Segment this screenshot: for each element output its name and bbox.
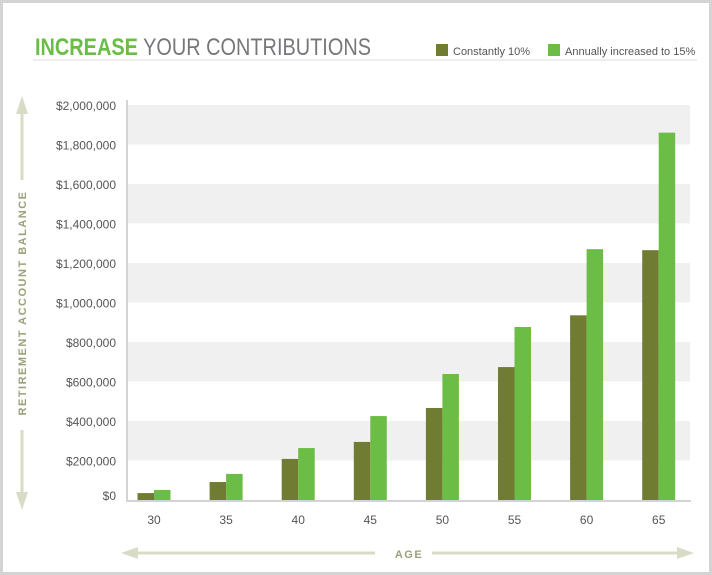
- grid-band: [128, 421, 690, 461]
- y-tick-label: $0: [103, 489, 117, 503]
- y-tick-label: $800,000: [66, 336, 116, 350]
- title-rest: YOUR CONTRIBUTIONS: [138, 34, 371, 61]
- bar-constantly-10-65: [642, 250, 659, 500]
- bar-constantly-10-35: [209, 482, 227, 500]
- y-axis-label: RETIREMENT ACCOUNT BALANCE: [17, 191, 29, 416]
- bar-constantly-10-55: [498, 367, 515, 500]
- bars: [137, 132, 676, 500]
- bar-constantly-10-30: [137, 493, 154, 500]
- legend-label: Constantly 10%: [453, 46, 530, 58]
- y-tick-label: $2,000,000: [56, 99, 116, 113]
- legend-swatch: [548, 44, 560, 56]
- x-tick-label: 35: [219, 513, 233, 527]
- y-tick-label: $1,400,000: [56, 218, 116, 232]
- y-tick-label: $1,800,000: [56, 139, 116, 153]
- bar-increased-15-40: [298, 448, 315, 500]
- x-tick-label: 50: [436, 513, 450, 527]
- bar-constantly-10-60: [570, 315, 587, 500]
- legend: Constantly 10% Annually increased to 15%: [436, 44, 695, 58]
- arrow-down-icon: [16, 492, 28, 510]
- bar-increased-15-45: [370, 416, 387, 500]
- grid-bands: [128, 105, 690, 461]
- bar-constantly-10-40: [281, 458, 299, 500]
- x-tick-label: 60: [580, 513, 594, 527]
- bar-increased-15-50: [442, 373, 459, 500]
- bar-increased-15-60: [586, 249, 604, 500]
- x-tick-label: 30: [147, 513, 161, 527]
- grid-band: [128, 105, 690, 145]
- x-tick-label: 40: [292, 513, 306, 527]
- y-tick-labels: $0 $200,000 $400,000 $600,000 $800,000 $1,000…: [56, 99, 116, 503]
- grid-band: [128, 263, 690, 303]
- y-tick-label: $600,000: [66, 376, 116, 390]
- legend-label: Annually increased to 15%: [565, 46, 695, 58]
- y-tick-label: $200,000: [66, 455, 116, 469]
- y-tick-label: $1,200,000: [56, 257, 116, 271]
- y-axis-arrow: RETIREMENT ACCOUNT BALANCE: [16, 96, 29, 510]
- y-tick-label: $1,600,000: [56, 178, 116, 192]
- x-tick-label: 45: [364, 513, 378, 527]
- y-tick-label: $400,000: [66, 415, 116, 429]
- x-tick-label: 65: [652, 513, 666, 527]
- bar-increased-15-55: [514, 326, 531, 500]
- bar-increased-15-65: [658, 132, 676, 500]
- legend-swatch: [436, 44, 448, 56]
- arrow-up-icon: [16, 96, 28, 114]
- y-tick-label: $1,000,000: [56, 297, 116, 311]
- chart-title: INCREASE YOUR CONTRIBUTIONS: [35, 34, 371, 61]
- bar-constantly-10-45: [353, 441, 371, 500]
- x-tick-label: 55: [508, 513, 522, 527]
- bar-constantly-10-50: [425, 407, 443, 500]
- x-axis-label: AGE: [395, 549, 423, 561]
- arrow-right-icon: [677, 547, 694, 559]
- x-axis-arrow: AGE: [121, 547, 694, 561]
- x-tick-labels: 30 35 40 45 50 55 60 65: [147, 513, 665, 527]
- bar-increased-15-35: [226, 473, 243, 500]
- grid-band: [128, 184, 690, 224]
- arrow-left-icon: [121, 547, 138, 559]
- title-highlight: INCREASE: [35, 34, 138, 61]
- bar-increased-15-30: [154, 489, 171, 500]
- grid-band: [128, 342, 690, 382]
